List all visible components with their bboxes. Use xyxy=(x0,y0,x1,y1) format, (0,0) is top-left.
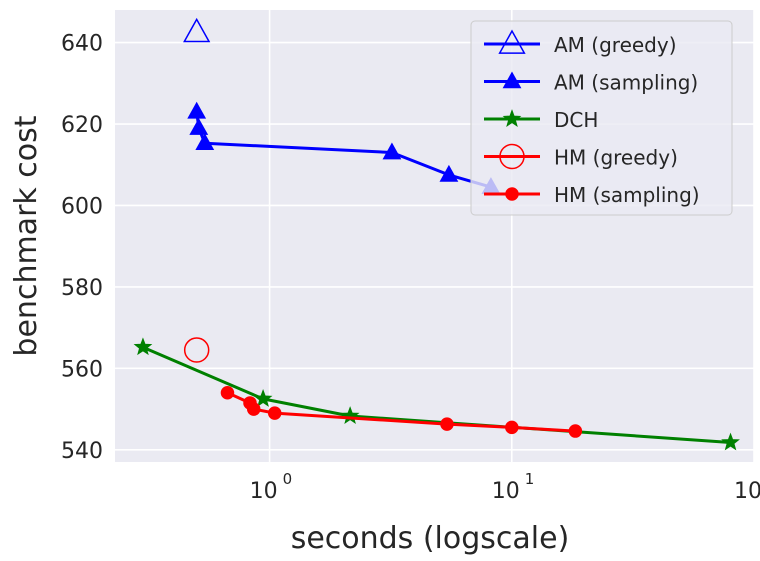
data-point xyxy=(133,337,153,356)
data-point xyxy=(183,337,210,363)
y-tick-label: 620 xyxy=(61,113,103,138)
y-tick-label: 560 xyxy=(61,357,103,382)
legend-item: HM (greedy) xyxy=(484,143,678,170)
data-point xyxy=(505,420,519,435)
y-tick-label: 640 xyxy=(61,32,103,57)
legend-label: HM (sampling) xyxy=(554,183,700,207)
legend-marker xyxy=(502,109,522,127)
legend-marker xyxy=(505,187,519,201)
series-hm-greedy xyxy=(183,337,210,363)
data-point xyxy=(195,133,215,150)
x-tick-exponent: 1 xyxy=(525,470,535,488)
legend-label: AM (sampling) xyxy=(554,71,698,95)
legend-marker xyxy=(502,71,522,89)
x-tick-label: 10 xyxy=(734,479,760,504)
data-point xyxy=(440,417,454,431)
legend-label: AM (greedy) xyxy=(554,33,677,57)
data-point xyxy=(253,389,273,407)
legend: AM (greedy) AM (sampling) DCH HM (greedy) HM… xyxy=(470,20,733,216)
legend-item: DCH xyxy=(484,108,598,132)
data-point xyxy=(187,101,207,119)
data-point xyxy=(183,17,211,43)
data-point xyxy=(220,386,235,400)
legend-marker xyxy=(498,29,526,54)
data-point xyxy=(439,164,459,182)
ticks: 540560580600620640100101102 xyxy=(61,32,760,504)
y-tick-label: 600 xyxy=(61,194,103,219)
data-point xyxy=(189,118,209,135)
x-tick-label: 10 xyxy=(250,479,278,504)
data-point xyxy=(267,406,282,420)
legend-label: HM (greedy) xyxy=(554,146,678,170)
data-point xyxy=(568,424,583,438)
legend-label: DCH xyxy=(554,108,598,132)
x-tick-label: 10 xyxy=(492,479,520,504)
legend-item: AM (sampling) xyxy=(484,71,698,95)
y-axis-label: benchmark cost xyxy=(9,115,44,356)
series-layer xyxy=(133,17,740,451)
y-tick-label: 540 xyxy=(61,439,103,464)
legend-item: AM (greedy) xyxy=(484,29,677,57)
series-hm-sampling xyxy=(220,386,583,438)
series-am-greedy xyxy=(183,17,211,43)
data-point xyxy=(721,432,740,451)
legend-item: HM (sampling) xyxy=(484,183,700,207)
data-point xyxy=(340,406,360,424)
legend-box xyxy=(470,20,733,216)
x-tick-exponent: 0 xyxy=(283,470,293,488)
legend-marker xyxy=(499,143,525,170)
data-point xyxy=(382,142,402,160)
x-axis-label: seconds (logscale) xyxy=(291,521,570,556)
y-tick-label: 580 xyxy=(61,276,103,301)
data-point xyxy=(246,402,261,416)
